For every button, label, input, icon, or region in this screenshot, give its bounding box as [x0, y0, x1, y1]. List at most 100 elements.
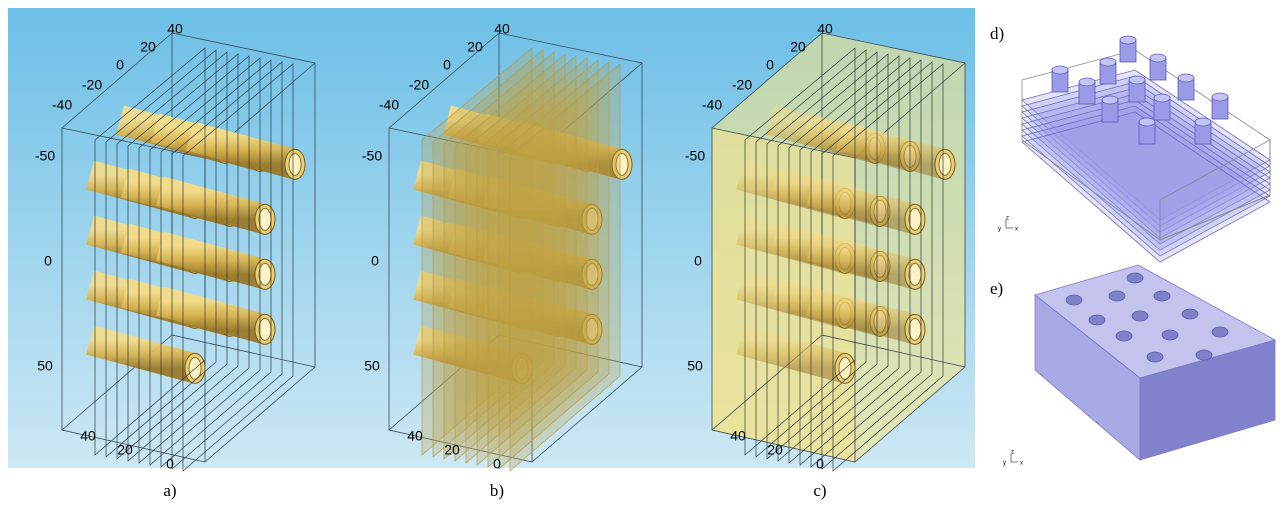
pin-top: [1051, 65, 1069, 75]
cylinder: [806, 231, 919, 289]
fin: [498, 61, 610, 470]
axis-tick-label: 0: [116, 57, 124, 73]
cylinder: [483, 176, 596, 234]
block-side: [1139, 339, 1276, 461]
axis-tick-label: 20: [467, 39, 483, 55]
cylinder: [156, 231, 269, 289]
fin: [832, 63, 944, 472]
fin: [810, 59, 922, 468]
panel-label: e): [990, 279, 1003, 298]
pin-top: [1153, 93, 1171, 103]
cylinder: [186, 121, 299, 179]
axis-tick-label: 0: [166, 456, 174, 472]
box-edge: [854, 366, 966, 463]
cylinder-hole: [908, 207, 922, 231]
box-edge: [204, 366, 316, 463]
fin: [799, 57, 911, 466]
pin-top: [1101, 95, 1119, 105]
cylinder-hole: [258, 262, 272, 286]
fin: [160, 59, 272, 468]
axis-tick-label: 50: [687, 358, 703, 374]
cylinder: [86, 325, 199, 383]
fin: [777, 53, 889, 462]
hole: [1115, 330, 1133, 342]
axis-tick-label: -20: [409, 77, 429, 93]
fin: [821, 61, 933, 470]
fin: [509, 63, 621, 472]
triad-label: z: [1006, 216, 1009, 222]
hole: [1146, 351, 1164, 363]
cylinder: [806, 176, 919, 234]
cylinder-hole: [258, 317, 272, 341]
cylinder: [836, 121, 949, 179]
axis-tick-label: 50: [364, 358, 380, 374]
pin-top: [1149, 53, 1167, 63]
cylinder: [483, 286, 596, 344]
plate: [1021, 105, 1271, 257]
axis-tick-label: 0: [493, 456, 501, 472]
axis-tick-label: -20: [732, 77, 752, 93]
box-edge: [711, 32, 823, 129]
axis-tick-label: -20: [82, 77, 102, 93]
fin: [138, 55, 250, 464]
panel-label: c): [813, 481, 826, 500]
axis-tick-label: 40: [167, 21, 183, 37]
hole: [1108, 290, 1126, 302]
cylinder-hole: [938, 152, 952, 176]
pin-top: [1099, 57, 1117, 67]
axis-tick-label: 20: [117, 442, 133, 458]
cylinder-hole: [288, 152, 302, 176]
triad-label: y: [998, 227, 1001, 233]
pin-top: [1177, 73, 1195, 83]
axis-tick-label: -50: [685, 148, 705, 164]
axis-tick-label: 40: [730, 428, 746, 444]
axis-tick-label: 0: [766, 57, 774, 73]
triad-label: y: [1003, 461, 1006, 467]
fin: [487, 59, 599, 468]
axis-tick-label: 20: [140, 39, 156, 55]
box-edge: [1159, 194, 1271, 241]
plate: [1021, 111, 1271, 263]
axis-tick-label: 0: [816, 456, 824, 472]
fin: [105, 49, 217, 458]
triad-label: x: [1020, 461, 1023, 467]
cylinder-hole: [908, 317, 922, 341]
axis-tick-label: 0: [694, 253, 702, 269]
hole: [1153, 290, 1171, 302]
triad-label: z: [1011, 450, 1014, 456]
hole: [1161, 329, 1179, 341]
cylinder: [513, 121, 626, 179]
axis-tick-label: 20: [767, 442, 783, 458]
fin: [171, 61, 283, 470]
box-edge: [531, 366, 643, 463]
axis-tick-label: 40: [80, 428, 96, 444]
cylinder: [413, 325, 526, 383]
hole: [1195, 349, 1213, 361]
fin: [755, 49, 867, 458]
axis-tick-label: 50: [37, 358, 53, 374]
cylinder: [156, 176, 269, 234]
box-edge: [61, 32, 173, 129]
axis-tick-label: -40: [702, 97, 722, 113]
fin: [149, 57, 261, 466]
axis-tick-label: 20: [444, 442, 460, 458]
axis-tick-label: 0: [371, 253, 379, 269]
pin-top: [1194, 117, 1212, 127]
axis-tick-label: 40: [817, 21, 833, 37]
hole: [1131, 310, 1149, 322]
axis-tick-label: 40: [494, 21, 510, 37]
axis-tick-label: 20: [790, 39, 806, 55]
panel-label: b): [490, 481, 504, 500]
cylinder: [806, 286, 919, 344]
hole: [1211, 326, 1229, 338]
fin: [766, 51, 878, 460]
fin: [744, 47, 856, 456]
pin-top: [1119, 35, 1137, 45]
fin: [127, 53, 239, 462]
hole: [1065, 294, 1083, 306]
axis-tick-label: 40: [407, 428, 423, 444]
fin: [116, 51, 228, 460]
fin: [788, 55, 900, 464]
axis-tick-label: -50: [35, 148, 55, 164]
